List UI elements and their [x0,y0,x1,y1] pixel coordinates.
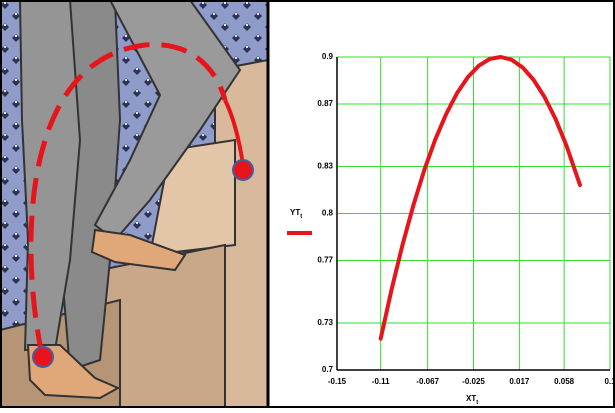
x-tick-label: 0.058 [554,377,575,386]
x-tick-label: -0.11 [372,377,390,386]
x-tick-label: -0.15 [328,377,347,386]
screen: YTt XTt 0.70.730.770.80.830.870.9-0.15-0… [0,0,615,408]
y-tick-label: 0.83 [317,162,333,171]
data-line [381,57,580,339]
x-axis-label: XTt [466,394,478,405]
y-axis-label: YTt [290,208,302,219]
y-label-sub: t [300,214,302,220]
x-tick-label: 0.1 [604,377,615,386]
illustration [0,0,268,408]
x-tick-label: -0.067 [416,377,439,386]
x-label-sub: t [476,400,478,406]
page: YTt XTt 0.70.730.770.80.830.870.9-0.15-0… [0,0,615,408]
start-dot [33,347,53,367]
y-label-main: YT [290,208,300,217]
y-tick-label: 0.87 [317,99,333,108]
y-tick-label: 0.73 [317,318,333,327]
x-tick-label: 0.017 [509,377,530,386]
y-tick-label: 0.8 [322,209,334,218]
end-dot [233,160,253,180]
x-label-main: XT [466,394,476,403]
y-tick-label: 0.7 [322,365,334,374]
y-tick-label: 0.9 [322,52,334,61]
y-tick-label: 0.77 [317,256,333,265]
plot: 0.7 0.73 0.77 0.8 0.83 0.87 0.9 -0.15 -0.11 -0.06… [287,52,615,386]
x-tick-label: -0.025 [462,377,485,386]
